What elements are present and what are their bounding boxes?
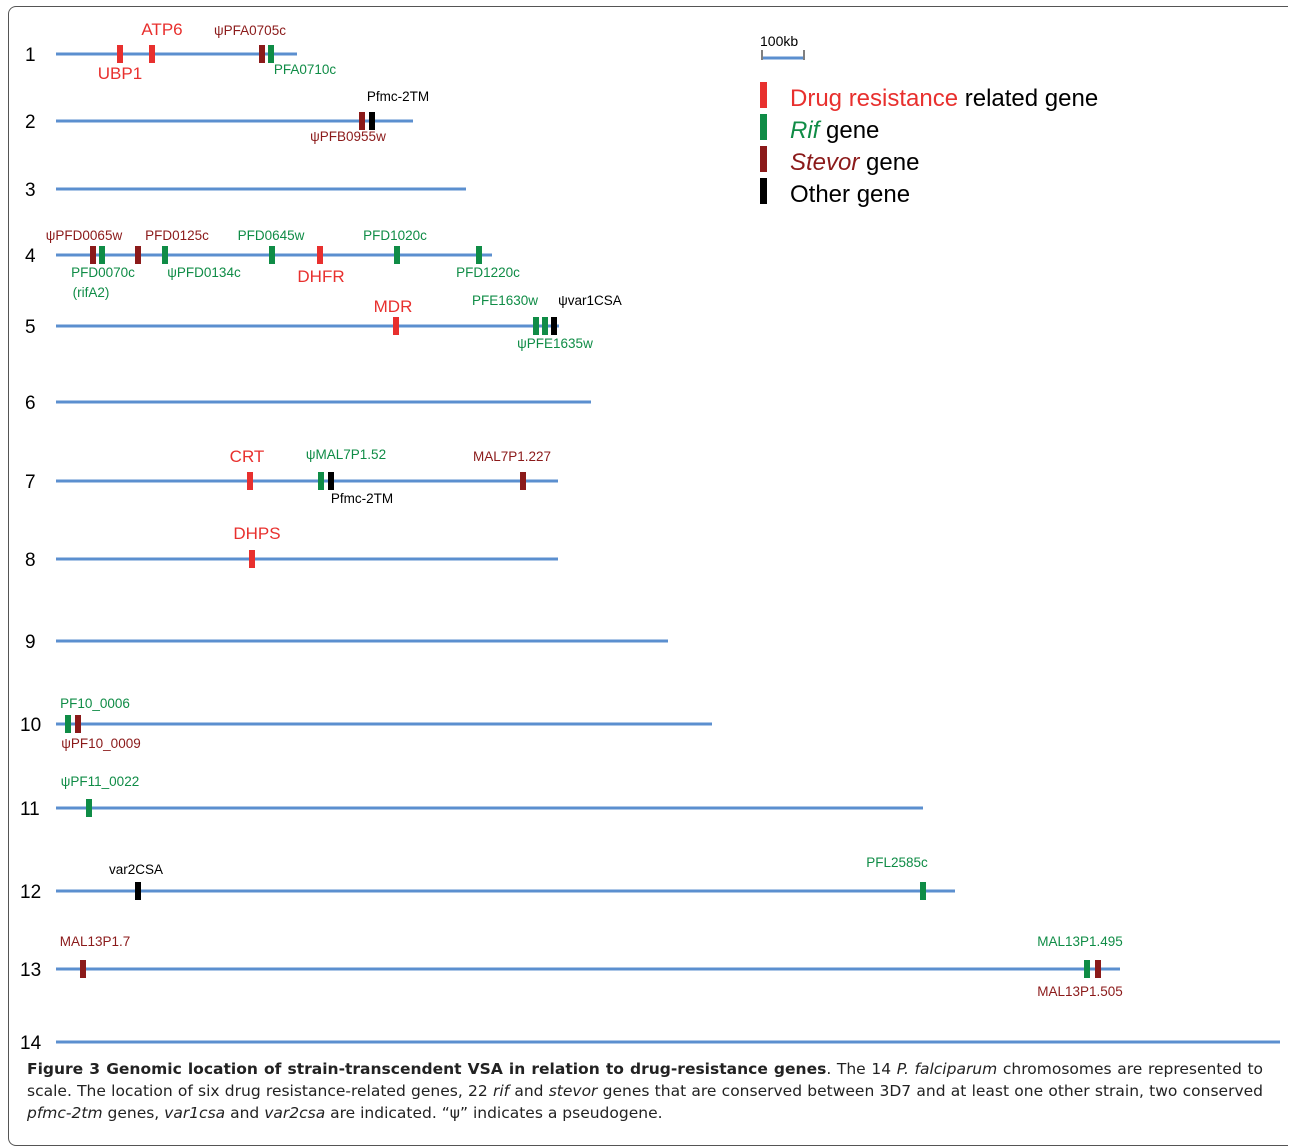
gene-marker-var2csa [135, 882, 141, 900]
gene-label-mal7p1-227: MAL7P1.227 [473, 449, 551, 464]
gene-label-psi-pfe1635w: ψPFE1635w [517, 336, 593, 351]
caption-title: Figure 3 Genomic location of strain-tran… [27, 1060, 827, 1078]
scale-bar: 100kb [760, 33, 805, 60]
gene-label-crt: CRT [230, 447, 265, 466]
gene-marker-ubp1 [117, 45, 123, 63]
scale-bar-label: 100kb [760, 33, 798, 49]
gene-marker-dhfr [317, 246, 323, 264]
gene-label-mal13p1-495: MAL13P1.495 [1037, 934, 1123, 949]
gene-marker-atp6 [149, 45, 155, 63]
legend-label-3: Stevor gene [790, 149, 919, 176]
chromosome-7-label: 7 [25, 472, 36, 493]
gene-label-dhps: DHPS [233, 524, 280, 543]
gene-marker-mal13p1-505 [1095, 960, 1101, 978]
legend-label-2: Rif gene [790, 117, 879, 144]
legend-label-1: Drug resistance related gene [790, 85, 1098, 112]
gene-marker-psi-pf10-0009 [75, 715, 81, 733]
chromosome-13-label: 13 [20, 960, 41, 981]
gene-label-psi-var1csa: ψvar1CSA [558, 293, 622, 308]
gene-markers: UBP1 ATP6 ψPFA0705c PFA0710c ψPFB0955w Pfmc-2… [46, 20, 1123, 999]
legend-swatch-4 [760, 178, 767, 204]
legend-swatch-3 [760, 146, 767, 172]
gene-label-mdr: MDR [374, 297, 413, 316]
chromosome-2-label: 2 [25, 112, 36, 133]
gene-marker-psi-pfb0955w [359, 112, 365, 130]
gene-marker-pfd1220c [476, 246, 482, 264]
gene-marker-pfa0710c [268, 45, 274, 63]
gene-label-var2csa: var2CSA [109, 862, 163, 877]
gene-label-pfd1020c: PFD1020c [363, 228, 427, 243]
gene-label-pfd1220c: PFD1220c [456, 265, 520, 280]
gene-marker-dhps [249, 550, 255, 568]
gene-marker-psi-pfa0705c [259, 45, 265, 63]
gene-marker-mal7p1-227 [520, 472, 526, 490]
chromosome-9-label: 9 [25, 632, 36, 653]
chromosome-10-label: 10 [20, 715, 41, 736]
gene-label-psi-pfb0955w: ψPFB0955w [310, 129, 386, 144]
gene-marker-psi-pfe1635w [542, 317, 548, 335]
chromosome-8-label: 8 [25, 550, 36, 571]
gene-label-pfd0070c-alias: (rifA2) [73, 285, 110, 300]
gene-marker-crt [247, 472, 253, 490]
gene-marker-mal13p1-7 [80, 960, 86, 978]
legend-label-4: Other gene [790, 181, 910, 208]
gene-marker-psi-pfd0134c [162, 246, 168, 264]
gene-label-psi-pf11-0022: ψPF11_0022 [61, 774, 139, 789]
gene-marker-mal13p1-495 [1084, 960, 1090, 978]
gene-label-pfd0125c: PFD0125c [145, 228, 209, 243]
gene-label-pfl2585c: PFL2585c [866, 855, 928, 870]
gene-marker-psi-mal7p1-52 [318, 472, 324, 490]
gene-marker-mdr [393, 317, 399, 335]
gene-label-pfd0070c: PFD0070c [71, 265, 135, 280]
gene-marker-pfe1630w [533, 317, 539, 335]
gene-label-atp6: ATP6 [141, 20, 182, 39]
chromosome-4-label: 4 [25, 246, 36, 267]
gene-label-psi-mal7p1-52: ψMAL7P1.52 [306, 447, 386, 462]
gene-label-ubp1: UBP1 [98, 64, 142, 83]
chromosome-6-label: 6 [25, 393, 36, 414]
gene-marker-pfd0645w [269, 246, 275, 264]
gene-label-pfa0710c: PFA0710c [274, 62, 337, 77]
gene-label-pf10-0006: PF10_0006 [60, 696, 130, 711]
gene-marker-pfmc-2tm [328, 472, 334, 490]
gene-marker-pfd1020c [394, 246, 400, 264]
gene-marker-psi-pf11-0022 [86, 799, 92, 817]
figure-frame [8, 6, 1288, 1146]
caption-body: . The 14 P. falciparum chromosomes are r… [27, 1060, 1264, 1122]
gene-marker-pfmc-2tm [369, 112, 375, 130]
gene-marker-pfd0070c [99, 246, 105, 264]
gene-marker-psi-var1csa [551, 317, 557, 335]
chromosome-1-label: 1 [25, 45, 36, 66]
gene-marker-pfd0125c [135, 246, 141, 264]
gene-label-pfmc-2tm: Pfmc-2TM [367, 89, 429, 104]
gene-label-pfd0645w: PFD0645w [238, 228, 305, 243]
chromosome-11-label: 11 [20, 799, 40, 820]
gene-label-mal13p1-7: MAL13P1.7 [60, 934, 131, 949]
gene-label-pfmc-2tm: Pfmc-2TM [331, 491, 393, 506]
gene-label-mal13p1-505: MAL13P1.505 [1037, 984, 1123, 999]
gene-label-dhfr: DHFR [297, 267, 344, 286]
gene-label-pfe1630w: PFE1630w [472, 293, 538, 308]
figure-caption: Figure 3 Genomic location of strain-tran… [27, 1058, 1263, 1124]
chromosome-14-label: 14 [20, 1033, 42, 1050]
chromosome-5-label: 5 [25, 317, 36, 338]
chromosome-12-label: 12 [20, 882, 41, 903]
gene-label-psi-pfa0705c: ψPFA0705c [214, 23, 286, 38]
gene-marker-pf10-0006 [65, 715, 71, 733]
chromosome-3-label: 3 [25, 180, 36, 201]
gene-label-psi-pfd0134c: ψPFD0134c [167, 265, 241, 280]
gene-label-psi-pfd0065w: ψPFD0065w [46, 228, 123, 243]
gene-marker-pfl2585c [920, 882, 926, 900]
gene-label-psi-pf10-0009: ψPF10_0009 [61, 736, 140, 751]
legend-swatch-2 [760, 114, 767, 140]
gene-marker-psi-pfd0065w [90, 246, 96, 264]
legend: Drug resistance related gene Rif gene Stev… [760, 82, 1098, 208]
legend-swatch-1 [760, 82, 767, 108]
